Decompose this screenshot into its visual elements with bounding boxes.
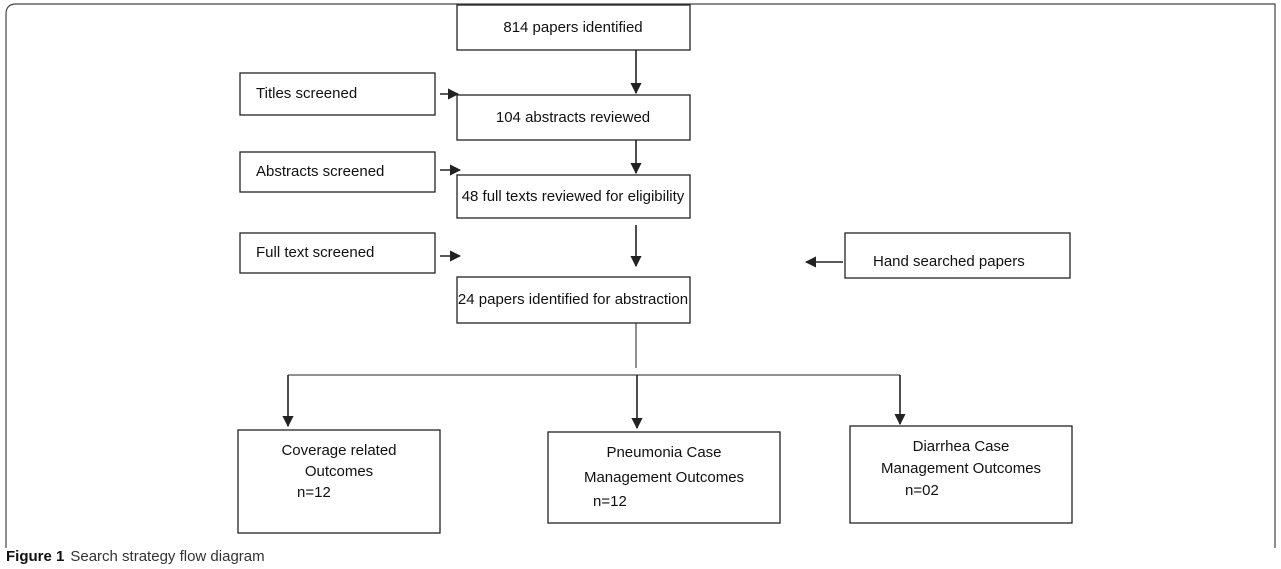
box-label: n=12	[297, 484, 331, 501]
box-label: Diarrhea Case	[913, 438, 1010, 455]
box-label: 24 papers identified for abstraction	[458, 291, 688, 308]
box-label: n=02	[905, 482, 939, 499]
caption-text: Search strategy flow diagram	[70, 548, 264, 565]
box-label: Management Outcomes	[584, 469, 744, 486]
box	[456, 174, 691, 219]
box-label: Coverage related	[281, 442, 396, 459]
frame	[5, 3, 1276, 548]
box-label: 48 full texts reviewed for eligibility	[462, 188, 685, 205]
box	[547, 431, 781, 524]
box	[237, 429, 441, 534]
box-label: Management Outcomes	[881, 460, 1041, 477]
box	[456, 276, 691, 324]
box	[844, 232, 1071, 279]
box	[456, 94, 691, 141]
caption: Figure 1 Search strategy flow diagram	[6, 548, 265, 565]
box	[239, 232, 436, 274]
box	[849, 425, 1073, 524]
box-label: 104 abstracts reviewed	[496, 109, 650, 126]
box-label: Hand searched papers	[873, 253, 1025, 270]
box	[239, 151, 436, 193]
box	[239, 72, 436, 116]
box-label: Outcomes	[305, 463, 373, 480]
box-label: Titles screened	[256, 85, 357, 102]
box-label: n=12	[593, 493, 627, 510]
box-label: Full text screened	[256, 244, 374, 261]
caption-label: Figure 1	[6, 548, 64, 565]
box-label: Pneumonia Case	[606, 444, 721, 461]
box	[456, 4, 691, 51]
box-label: 814 papers identified	[503, 19, 642, 36]
box-label: Abstracts screened	[256, 163, 384, 180]
